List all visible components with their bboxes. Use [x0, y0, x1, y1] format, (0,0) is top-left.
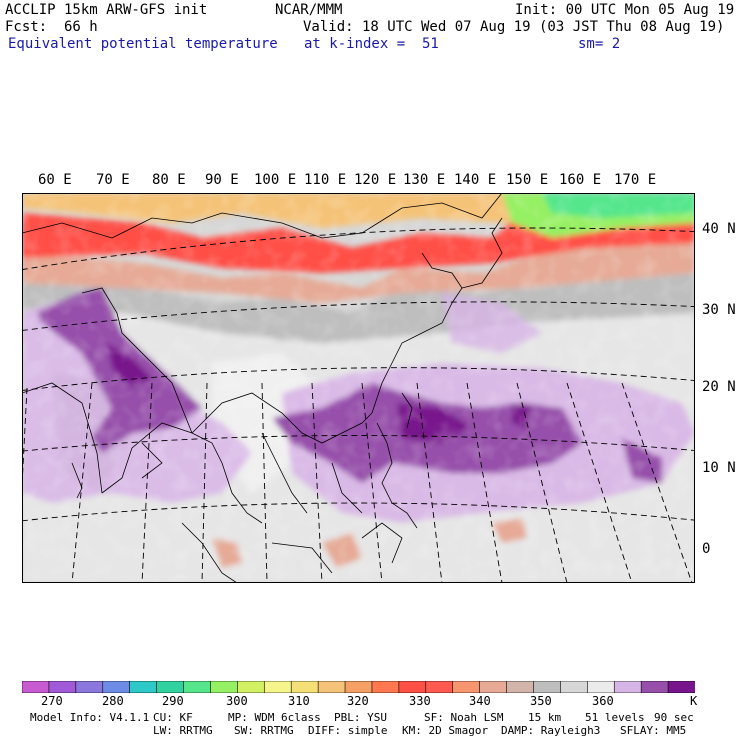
colorbar-label-290: 290: [162, 694, 184, 708]
colorbar-swatch: [75, 681, 104, 693]
colorbar-swatch: [506, 681, 535, 693]
lon-label-110e: 110 E: [304, 172, 347, 188]
footer-sflay: SFLAY: MM5: [620, 724, 687, 737]
footer-timestep: 90 sec: [654, 711, 694, 724]
footer-resolution: 15 km: [528, 711, 562, 724]
footer-model-info: Model Info: V4.1.1: [30, 711, 150, 724]
colorbar-swatch: [479, 681, 508, 693]
coastlines-and-borders: [22, 193, 503, 583]
footer-diff: DIFF: simple: [308, 724, 388, 737]
lat-label-0: 0: [702, 541, 711, 557]
colorbar-label-300: 300: [226, 694, 248, 708]
graticule: [22, 227, 695, 583]
lon-label-60e: 60 E: [38, 172, 72, 188]
colorbar-swatch: [344, 681, 373, 693]
lon-label-100e: 100 E: [254, 172, 297, 188]
equivalent-potential-temperature-map: [22, 193, 695, 583]
colorbar-swatch: [613, 681, 642, 693]
colorbar-unit: K: [690, 694, 698, 708]
colorbar-swatch: [317, 681, 346, 693]
colorbar-swatch: [560, 681, 588, 693]
colorbar-label-350: 350: [530, 694, 552, 708]
colorbar-swatch: [22, 681, 50, 693]
colorbar-swatch: [425, 681, 454, 693]
colorbar-swatch: [156, 681, 185, 693]
colorbar-swatch: [398, 681, 427, 693]
lon-label-70e: 70 E: [96, 172, 130, 188]
map-border: [22, 193, 695, 583]
footer-lw: LW: RRTMG: [153, 724, 213, 737]
lat-label-30n: 30 N: [702, 302, 736, 318]
colorbar-swatch: [237, 681, 265, 693]
footer-km: KM: 2D Smagor: [402, 724, 489, 737]
colorbar-swatch: [587, 681, 615, 693]
lon-label-130e: 130 E: [403, 172, 446, 188]
colorbar-label-270: 270: [41, 694, 63, 708]
colorbar-swatch: [263, 681, 292, 693]
colorbar-label-280: 280: [102, 694, 124, 708]
model-title: ACCLIP 15km ARW-GFS init: [5, 2, 208, 18]
colorbar-swatch: [533, 681, 562, 693]
lon-label-140e: 140 E: [454, 172, 497, 188]
colorbar-swatch: [48, 681, 77, 693]
center-label: NCAR/MMM: [275, 2, 343, 18]
valid-time: Valid: 18 UTC Wed 07 Aug 19 (03 JST Thu …: [303, 19, 725, 35]
colorbar-label-310: 310: [288, 694, 310, 708]
footer-sw: SW: RRTMG: [234, 724, 294, 737]
colorbar-swatch: [210, 681, 238, 693]
footer-sf: SF: Noah LSM: [424, 711, 504, 724]
colorbar-swatch: [129, 681, 158, 693]
level-label: at k-index = 51: [304, 36, 439, 52]
field-name: Equivalent potential temperature: [8, 36, 278, 52]
lon-label-90e: 90 E: [205, 172, 239, 188]
footer-mp: MP: WDM 6class: [228, 711, 321, 724]
colorbar: [22, 681, 695, 693]
lon-label-160e: 160 E: [559, 172, 602, 188]
footer-pbl: PBL: YSU: [334, 711, 387, 724]
colorbar-swatch: [102, 681, 131, 693]
colorbar-label-320: 320: [347, 694, 369, 708]
lon-label-150e: 150 E: [506, 172, 549, 188]
lat-label-40n: 40 N: [702, 221, 736, 237]
init-time: Init: 00 UTC Mon 05 Aug 19: [515, 2, 735, 18]
lon-label-80e: 80 E: [152, 172, 186, 188]
colorbar-swatch: [452, 681, 481, 693]
lat-label-20n: 20 N: [702, 379, 736, 395]
forecast-label: Fcst:: [5, 19, 48, 35]
footer-damp: DAMP: Rayleigh3: [501, 724, 601, 737]
colorbar-swatch: [290, 681, 319, 693]
lat-label-10n: 10 N: [702, 460, 736, 476]
colorbar-swatch: [640, 681, 669, 693]
colorbar-swatch: [183, 681, 212, 693]
forecast-hours: 66 h: [64, 19, 98, 35]
colorbar-label-340: 340: [469, 694, 491, 708]
footer-cu: CU: KF: [153, 711, 193, 724]
smoothing-label: sm= 2: [578, 36, 621, 52]
colorbar-label-360: 360: [592, 694, 614, 708]
footer-levels: 51 levels: [585, 711, 645, 724]
colorbar-swatch: [667, 681, 695, 693]
colorbar-label-330: 330: [409, 694, 431, 708]
lon-label-170e: 170 E: [614, 172, 657, 188]
colorbar-swatch: [371, 681, 400, 693]
lon-label-120e: 120 E: [354, 172, 397, 188]
